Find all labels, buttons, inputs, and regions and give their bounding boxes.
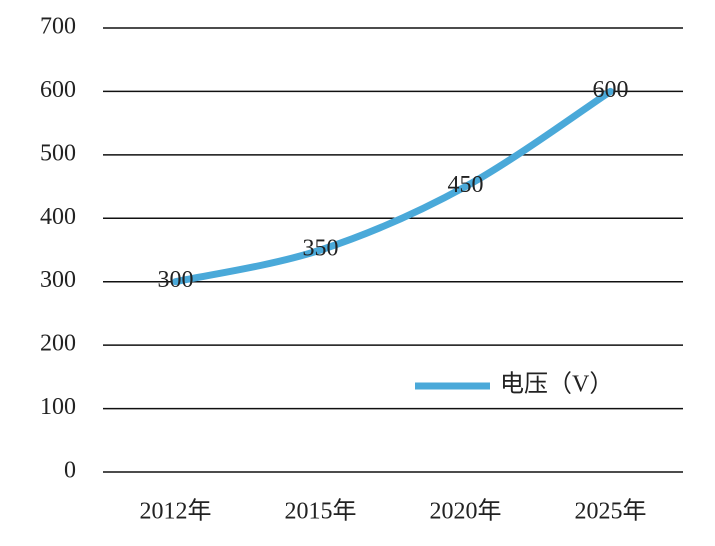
y-tick-label: 500 — [40, 140, 76, 166]
y-tick-label: 400 — [40, 204, 76, 230]
y-tick-label: 600 — [40, 77, 76, 103]
y-tick-label: 0 — [64, 458, 76, 484]
x-tick-label: 2015年 — [285, 498, 357, 525]
data-label: 300 — [158, 267, 194, 293]
y-tick-label: 100 — [40, 394, 76, 420]
y-tick-label: 300 — [40, 267, 76, 293]
x-tick-label: 2020年 — [430, 498, 502, 525]
legend-label: 电压（V） — [500, 371, 613, 398]
y-tick-label: 200 — [40, 331, 76, 357]
data-label: 600 — [593, 77, 629, 103]
y-tick-label: 700 — [40, 14, 76, 40]
series-line — [172, 87, 614, 286]
data-label: 350 — [303, 236, 339, 262]
data-label: 450 — [448, 172, 484, 198]
x-tick-label: 2025年 — [575, 498, 647, 525]
x-tick-label: 2012年 — [140, 498, 212, 525]
